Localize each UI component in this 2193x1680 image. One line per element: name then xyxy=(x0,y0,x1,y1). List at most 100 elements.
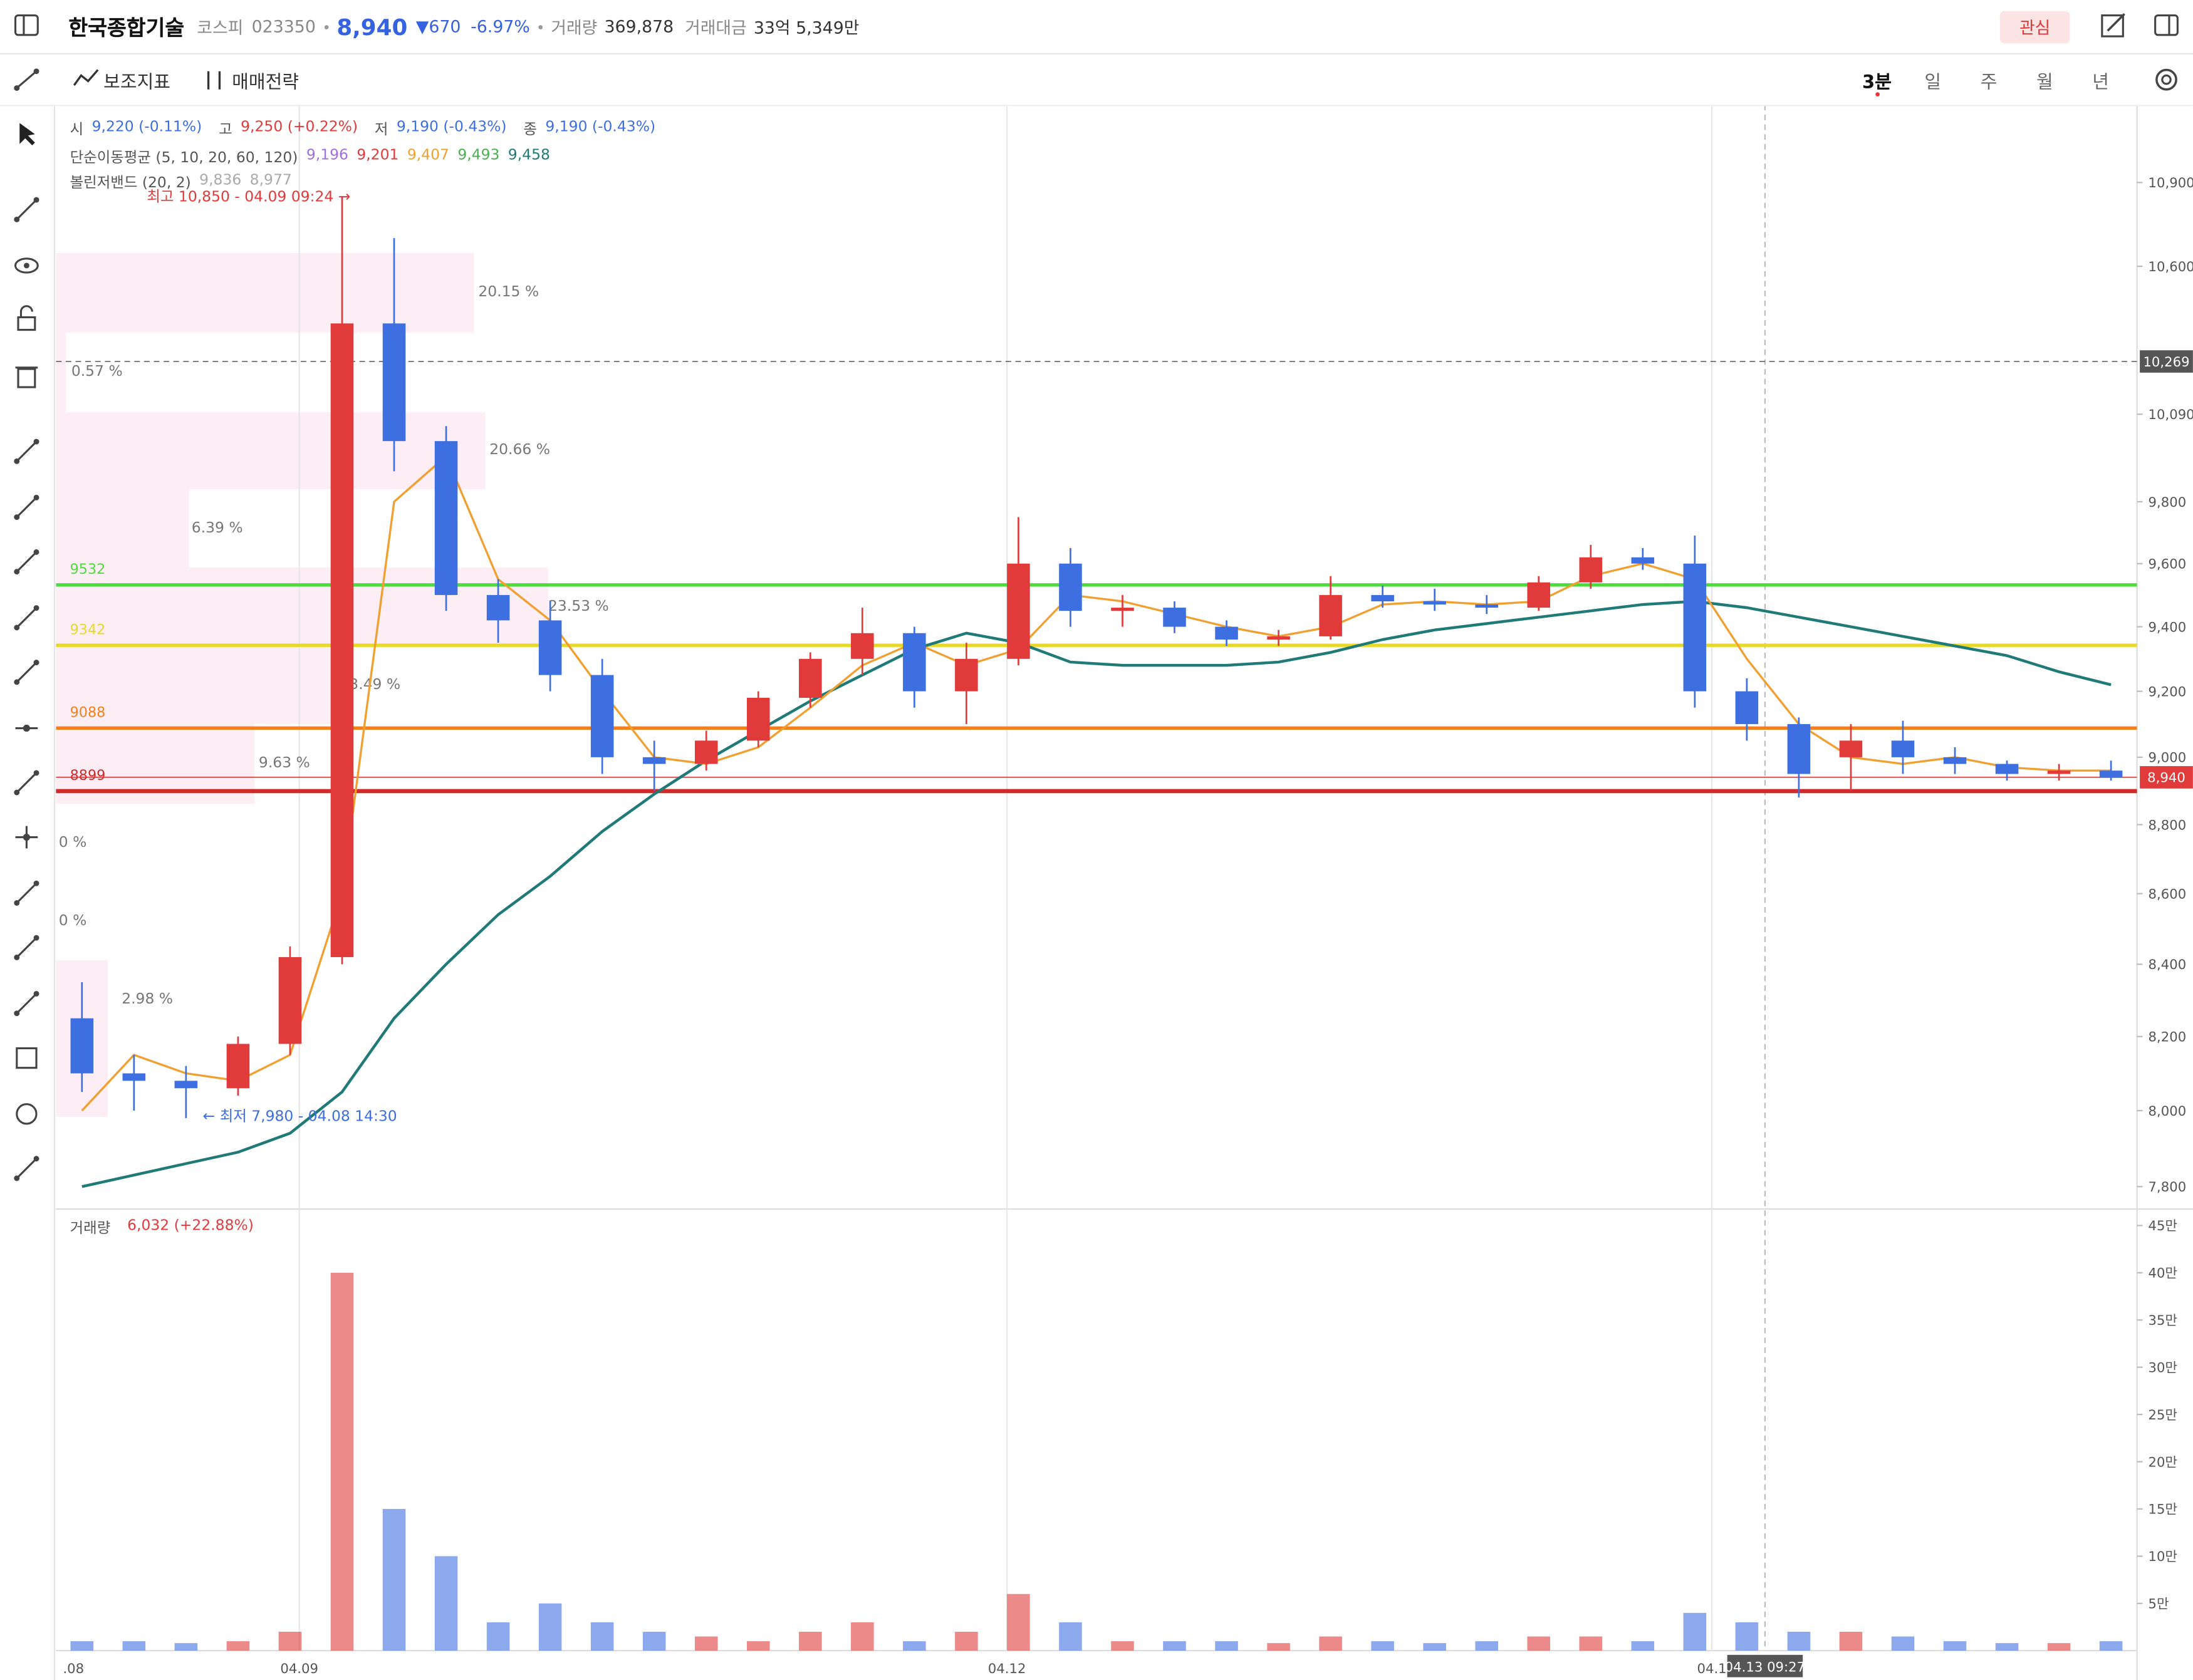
edit-button[interactable] xyxy=(2086,0,2140,53)
tool-dot xyxy=(33,880,39,886)
high-label: 최고 10,850 - 04.09 09:24 → xyxy=(147,187,350,205)
y-tick-label: 45만 xyxy=(2149,1218,2177,1233)
indicators-button[interactable]: 보조지표 xyxy=(103,71,170,93)
period-tab[interactable]: 월 xyxy=(2036,71,2053,93)
period-tab[interactable]: 년 xyxy=(2092,71,2109,93)
bollinger-legend: 볼린저밴드 (20, 2) 9,836 8,977 xyxy=(70,172,292,192)
tool-icon[interactable] xyxy=(14,880,39,906)
y-tick-label: 15만 xyxy=(2149,1501,2177,1517)
tool-icon[interactable] xyxy=(14,770,39,796)
tool-icon[interactable] xyxy=(14,1156,39,1181)
tool-icon[interactable] xyxy=(14,438,39,464)
chart-toolbar: 보조지표 매매전략 3분 일 주 월 년 xyxy=(0,54,2193,106)
cursor-icon xyxy=(19,123,35,146)
volume-bar xyxy=(1735,1622,1759,1651)
volume: 369,878 xyxy=(604,16,674,37)
tool-dot xyxy=(14,1175,20,1181)
tool-icon[interactable] xyxy=(14,494,39,521)
x-tick-label: 04.09 xyxy=(280,1661,318,1676)
ohlc-key: 고 xyxy=(219,122,232,138)
price-marker-label: 8,940 xyxy=(2147,770,2185,786)
y-tick-label: 8,200 xyxy=(2149,1029,2187,1045)
tool-icon[interactable] xyxy=(14,660,39,685)
tool-icon[interactable] xyxy=(14,197,39,222)
volume-bar xyxy=(122,1641,146,1651)
candle-body xyxy=(382,323,406,442)
volume-bar xyxy=(2099,1641,2123,1651)
volume-bar xyxy=(1995,1643,2019,1651)
tool-dot xyxy=(14,789,20,796)
y-tick-label: 8,400 xyxy=(2149,957,2187,972)
tool-icon[interactable] xyxy=(15,826,38,849)
profile-percent: 2.98 % xyxy=(122,990,173,1007)
tool-icon[interactable] xyxy=(15,717,38,740)
tool-icon[interactable] xyxy=(16,1103,38,1125)
background xyxy=(53,105,2193,1680)
volume-bar xyxy=(2047,1643,2071,1651)
axes: 7,800 8,000 8,200 8,400 8,600 8,800 9,000 9,200… xyxy=(63,175,2193,1677)
volume-profile-zone xyxy=(56,412,486,489)
panel-toggle[interactable] xyxy=(2140,0,2193,53)
tool-icon[interactable] xyxy=(15,366,38,388)
candle-body xyxy=(1319,594,1342,636)
stock-name: 한국종합기술 xyxy=(68,14,185,40)
code: 023350 xyxy=(251,16,316,37)
indicator-icon xyxy=(73,69,99,86)
tool-line xyxy=(16,993,38,1014)
tool-icon[interactable] xyxy=(14,990,39,1017)
candle-body xyxy=(434,441,458,595)
crosshair-label-bg xyxy=(1727,1654,1803,1677)
tool-dot xyxy=(14,679,20,685)
candle-body xyxy=(694,740,718,764)
tool-icon[interactable] xyxy=(14,605,39,631)
tool-dot xyxy=(23,833,30,841)
profile-percent: 0 % xyxy=(59,911,87,929)
tool-icon[interactable] xyxy=(16,1047,38,1069)
price: 8,940 xyxy=(336,13,408,40)
volume-bar xyxy=(330,1272,354,1651)
y-tick-label: 7,800 xyxy=(2149,1179,2187,1195)
volume-bar xyxy=(1163,1641,1186,1651)
candle-body xyxy=(278,957,302,1044)
tool-icon[interactable] xyxy=(17,305,36,331)
strategy-button[interactable]: 매매전략 xyxy=(232,71,299,93)
draw-tool[interactable] xyxy=(0,54,53,105)
drawing-toolbar xyxy=(14,123,39,1181)
period-tab[interactable]: 주 xyxy=(1980,71,1998,93)
settings[interactable] xyxy=(2140,54,2193,105)
tool-icon[interactable] xyxy=(14,257,39,274)
bollinger-upper: 9,836 xyxy=(199,172,242,189)
tool-dot xyxy=(14,625,20,631)
period-tab[interactable]: 일 xyxy=(1924,71,1942,93)
volume-bar xyxy=(1475,1641,1498,1651)
market: 코스피 xyxy=(197,17,244,38)
tool-icon[interactable] xyxy=(14,935,39,960)
profile-percent: 20.66 % xyxy=(489,440,550,458)
watch-button[interactable]: 관심 xyxy=(1999,10,2070,43)
volume-profile-zone xyxy=(56,252,474,333)
volume-bar xyxy=(1319,1636,1342,1651)
y-tick-label: 8,800 xyxy=(2149,817,2187,832)
tool-icon[interactable] xyxy=(14,549,39,575)
y-tick-label: 35만 xyxy=(2149,1312,2177,1328)
y-tick-label: 9,000 xyxy=(2149,750,2187,765)
separator xyxy=(538,24,543,29)
level-label: 9532 xyxy=(70,561,106,578)
sidebar-toggle[interactable] xyxy=(0,0,53,53)
separator xyxy=(324,24,328,29)
ma-value: 9,201 xyxy=(357,147,399,164)
volume-bar xyxy=(1111,1641,1134,1651)
candle-body xyxy=(1007,563,1030,659)
period-tab[interactable]: 3분 xyxy=(1849,66,1905,96)
tool-icon[interactable] xyxy=(19,123,35,146)
volume-profile-zone xyxy=(56,567,548,646)
candle-body xyxy=(642,757,666,764)
candle-body xyxy=(799,658,822,698)
volume-plot xyxy=(70,1272,2123,1651)
volume-bar xyxy=(955,1631,978,1651)
tool-dot xyxy=(33,935,39,941)
volume-bar xyxy=(538,1603,562,1651)
y-tick-label: 10,600 xyxy=(2149,259,2193,274)
profile-percent: 9.63 % xyxy=(259,754,310,771)
